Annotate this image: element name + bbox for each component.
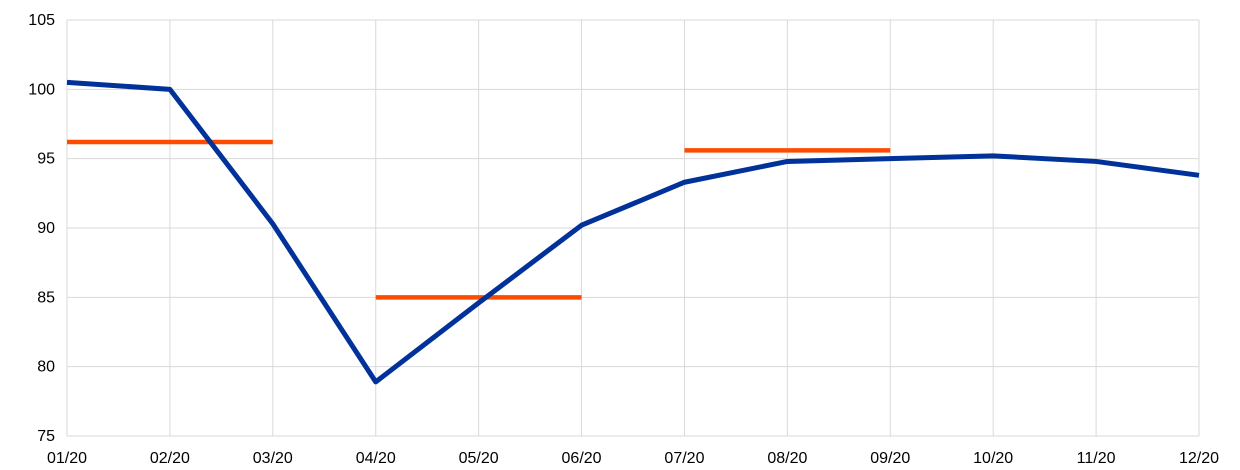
x-tick-label: 01/20: [47, 450, 87, 467]
y-tick-label: 90: [37, 220, 55, 237]
x-tick-label: 06/20: [562, 450, 602, 467]
series-line: [66, 79, 1200, 385]
x-tick-label: 09/20: [870, 450, 910, 467]
x-tick-label: 07/20: [664, 450, 704, 467]
series-lines: [66, 79, 1200, 385]
orange-segments: [67, 139, 891, 300]
x-tick-label: 08/20: [767, 450, 807, 467]
y-tick-label: 105: [28, 12, 55, 29]
x-tick-label: 10/20: [973, 450, 1013, 467]
x-tick-label: 11/20: [1077, 450, 1116, 467]
x-tick-label: 04/20: [356, 450, 396, 467]
y-axis-ticks: 75 80 85 90 95 100 105: [28, 12, 55, 445]
y-tick-label: 95: [37, 151, 55, 168]
gridlines: [66, 19, 1200, 437]
x-axis-ticks: 01/20 02/20 03/20 04/20 05/20 06/20 07/20 08/20…: [47, 450, 1219, 467]
y-tick-label: 85: [37, 289, 55, 306]
x-tick-label: 12/20: [1179, 450, 1219, 467]
y-tick-label: 75: [37, 428, 55, 445]
x-tick-label: 03/20: [253, 450, 293, 467]
x-tick-label: 02/20: [150, 450, 190, 467]
y-tick-label: 80: [37, 359, 55, 376]
y-tick-label: 100: [28, 81, 55, 98]
x-tick-label: 05/20: [459, 450, 499, 467]
